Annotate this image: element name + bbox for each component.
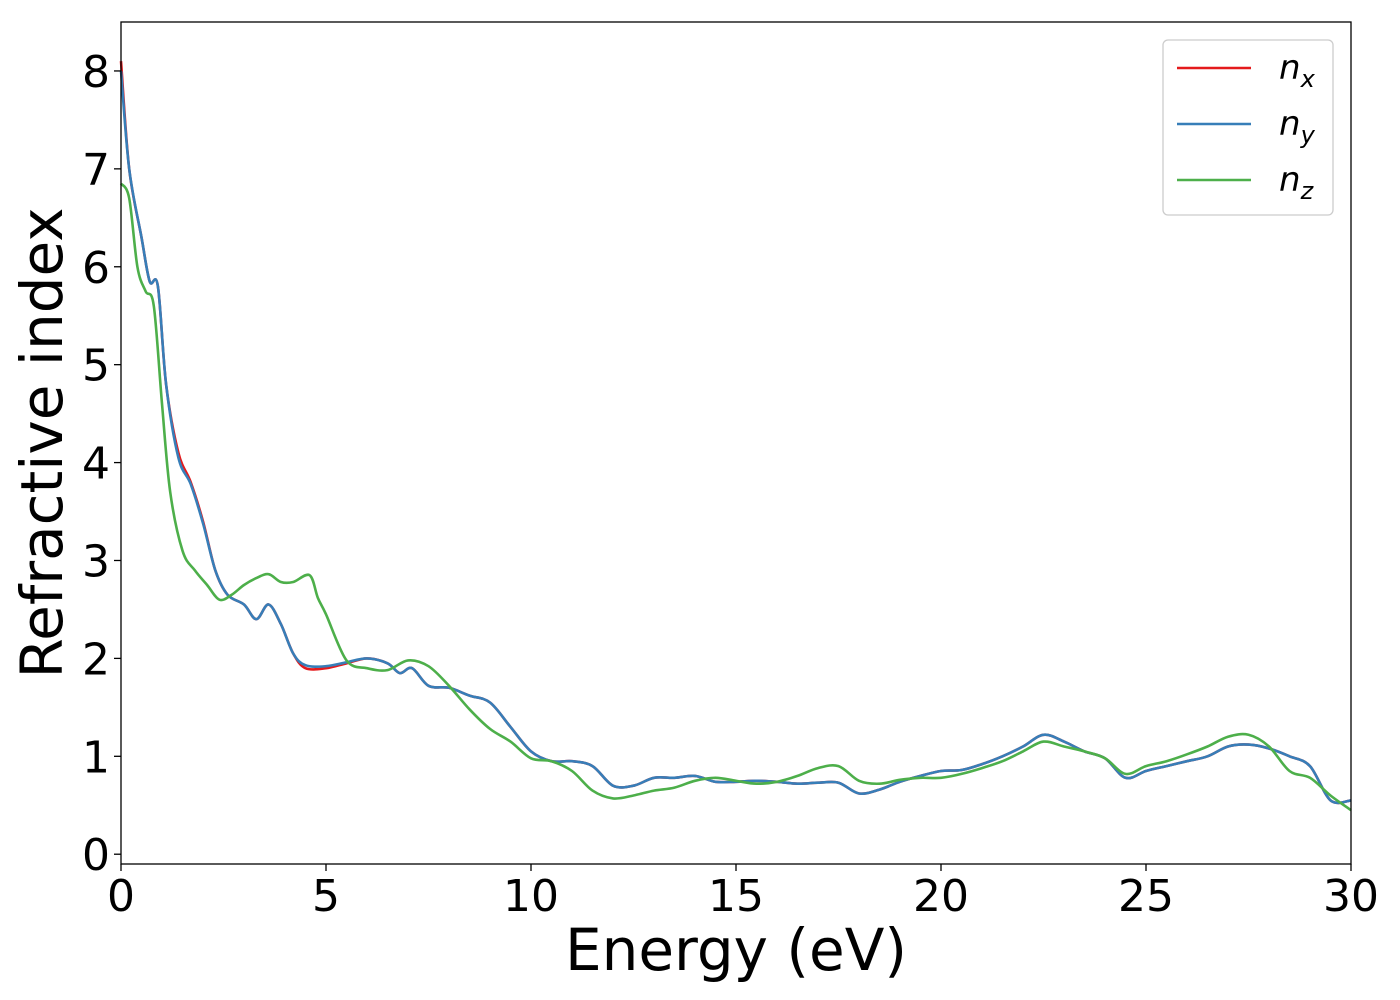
series-line-z [119,182,1352,812]
legend-box [1162,39,1334,216]
y-axis-ticks: 0 1 2 3 4 5 6 7 8 [82,47,121,881]
x-tick-label: 0 [107,871,135,922]
x-axis-ticks: 0 5 10 15 20 25 30 [107,864,1379,922]
y-tick-label: 5 [82,341,110,392]
legend-label-z: nz [1279,160,1315,205]
plot-lines [119,61,1352,812]
series-line-y [119,70,1352,805]
legend: nx ny nz [1162,39,1334,216]
y-tick-label: 6 [82,243,110,294]
y-tick-label: 0 [82,830,110,881]
x-tick-label: 20 [913,871,969,922]
x-tick-label: 10 [503,871,559,922]
y-tick-label: 2 [82,634,110,685]
y-tick-label: 3 [82,536,110,587]
x-axis-title: Energy (eV) [565,916,907,984]
x-tick-label: 30 [1323,871,1379,922]
legend-label-y: ny [1279,104,1316,149]
x-tick-label: 5 [312,871,340,922]
y-tick-label: 4 [82,439,110,490]
y-tick-label: 7 [82,145,110,196]
y-tick-label: 8 [82,47,110,98]
x-tick-label: 15 [708,871,764,922]
y-tick-label: 1 [82,732,110,783]
legend-label-x: nx [1279,48,1316,93]
y-axis-title: Refractive index [8,207,76,678]
x-tick-label: 25 [1118,871,1174,922]
